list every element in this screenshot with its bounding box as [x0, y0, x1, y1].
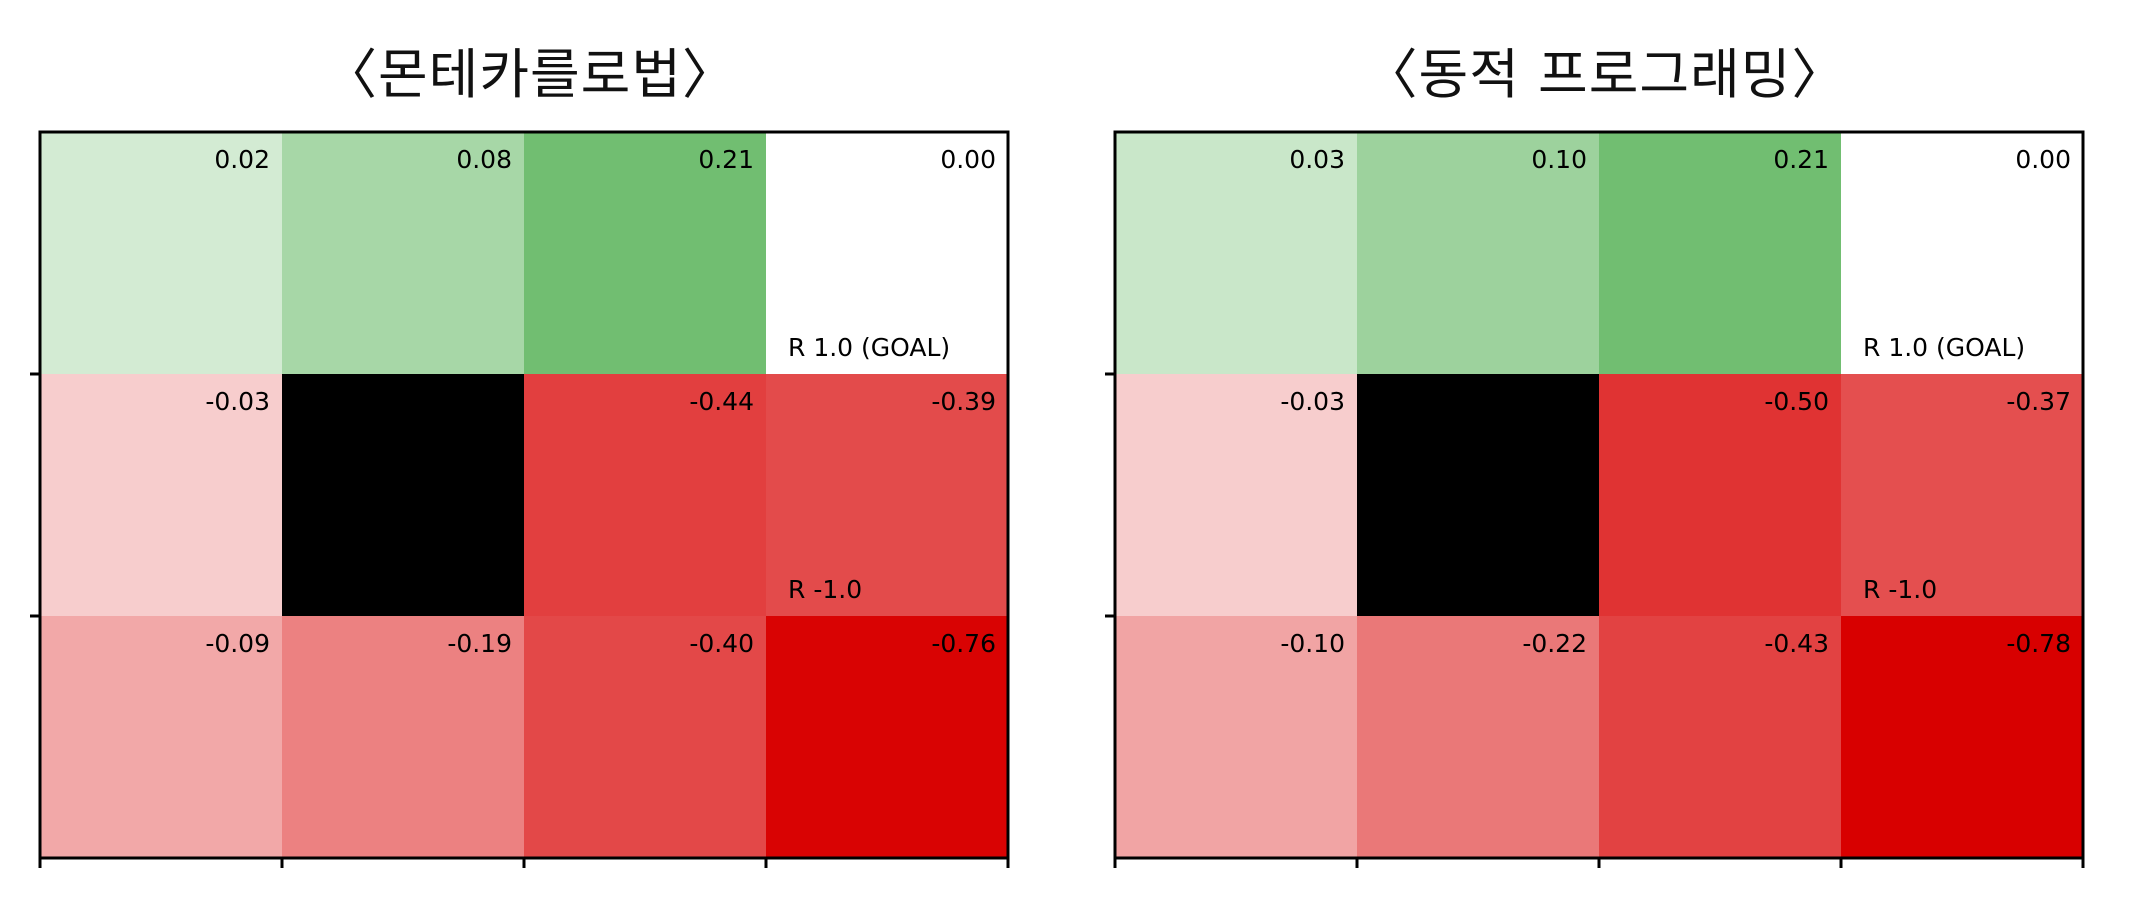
cell-value-label: -0.76: [931, 629, 996, 658]
heatmap-chart-dynamic-programming: 0.03 0.10 0.21 0.00 -0.03 -0.50 -0.37 -0.10 -0.2…: [1105, 130, 2085, 868]
reward-annotation: R -1.0: [1863, 575, 1937, 604]
heatmap-cell: [524, 374, 766, 616]
wall-cell: [282, 374, 524, 616]
heatmap-cell: [1115, 374, 1357, 616]
cell-value-label: -0.19: [447, 629, 512, 658]
cell-value-label: 0.03: [1289, 145, 1345, 174]
heatmap-cell: [524, 132, 766, 374]
heatmap-cell: [1115, 616, 1357, 858]
heatmap-cell: [1357, 132, 1599, 374]
reward-annotation: R 1.0 (GOAL): [788, 333, 950, 362]
cell-value-label: -0.10: [1280, 629, 1345, 658]
cell-value-label: -0.22: [1522, 629, 1587, 658]
chart-title: 〈동적 프로그래밍〉: [1363, 43, 1847, 106]
heatmap-chart-monte-carlo: 0.02 0.08 0.21 0.00 -0.03 -0.44 -0.39 -0.09 -0.1…: [30, 130, 1010, 868]
cell-value-label: -0.03: [205, 387, 270, 416]
cell-value-label: 0.08: [456, 145, 512, 174]
cell-value-label: -0.03: [1280, 387, 1345, 416]
cell-value-label: 0.00: [940, 145, 996, 174]
heatmap-cell: [1841, 374, 2083, 616]
reward-annotation: R 1.0 (GOAL): [1863, 333, 2025, 362]
wall-cell: [1357, 374, 1599, 616]
cell-value-label: 0.21: [1773, 145, 1829, 174]
heatmap-cell: [1599, 374, 1841, 616]
cell-value-label: -0.78: [2006, 629, 2071, 658]
cell-value-label: -0.43: [1764, 629, 1829, 658]
heatmap-cell: [766, 132, 1008, 374]
heatmap-cell: [766, 374, 1008, 616]
cell-value-label: -0.09: [205, 629, 270, 658]
cell-value-label: -0.50: [1764, 387, 1829, 416]
heatmap-cell: [1599, 616, 1841, 858]
heatmap-cell: [766, 616, 1008, 858]
heatmap-cell: [282, 616, 524, 858]
heatmap-cell: [1599, 132, 1841, 374]
cell-value-label: 0.21: [698, 145, 754, 174]
heatmap-cell: [1841, 132, 2083, 374]
cell-value-label: -0.39: [931, 387, 996, 416]
heatmap-cell: [40, 132, 282, 374]
heatmap-cell: [282, 132, 524, 374]
panel-monte-carlo: 〈몬테카를로법〉 0.02 0.08 0.21 0.00 -0.03 -0.44 -0.39…: [0, 0, 1060, 902]
heatmap-cell: [1115, 132, 1357, 374]
heatmap-cell: [1357, 616, 1599, 858]
heatmap-cell: [524, 616, 766, 858]
cell-value-label: 0.00: [2015, 145, 2071, 174]
heatmap-cell: [1841, 616, 2083, 858]
panel-dynamic-programming: 〈동적 프로그래밍〉 0.03 0.10 0.21 0.00 -0.03 -0.50 -0.…: [1075, 0, 2131, 902]
cell-value-label: 0.10: [1531, 145, 1587, 174]
heatmap-cell: [40, 616, 282, 858]
reward-annotation: R -1.0: [788, 575, 862, 604]
cell-value-label: -0.44: [689, 387, 754, 416]
cell-value-label: 0.02: [214, 145, 270, 174]
heatmap-cell: [40, 374, 282, 616]
chart-title: 〈몬테카를로법〉: [322, 43, 738, 106]
cell-value-label: -0.40: [689, 629, 754, 658]
cell-value-label: -0.37: [2006, 387, 2071, 416]
